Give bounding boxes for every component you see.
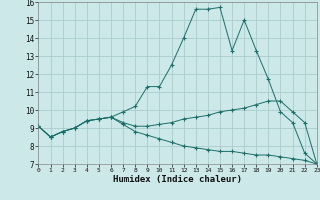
X-axis label: Humidex (Indice chaleur): Humidex (Indice chaleur) — [113, 175, 242, 184]
